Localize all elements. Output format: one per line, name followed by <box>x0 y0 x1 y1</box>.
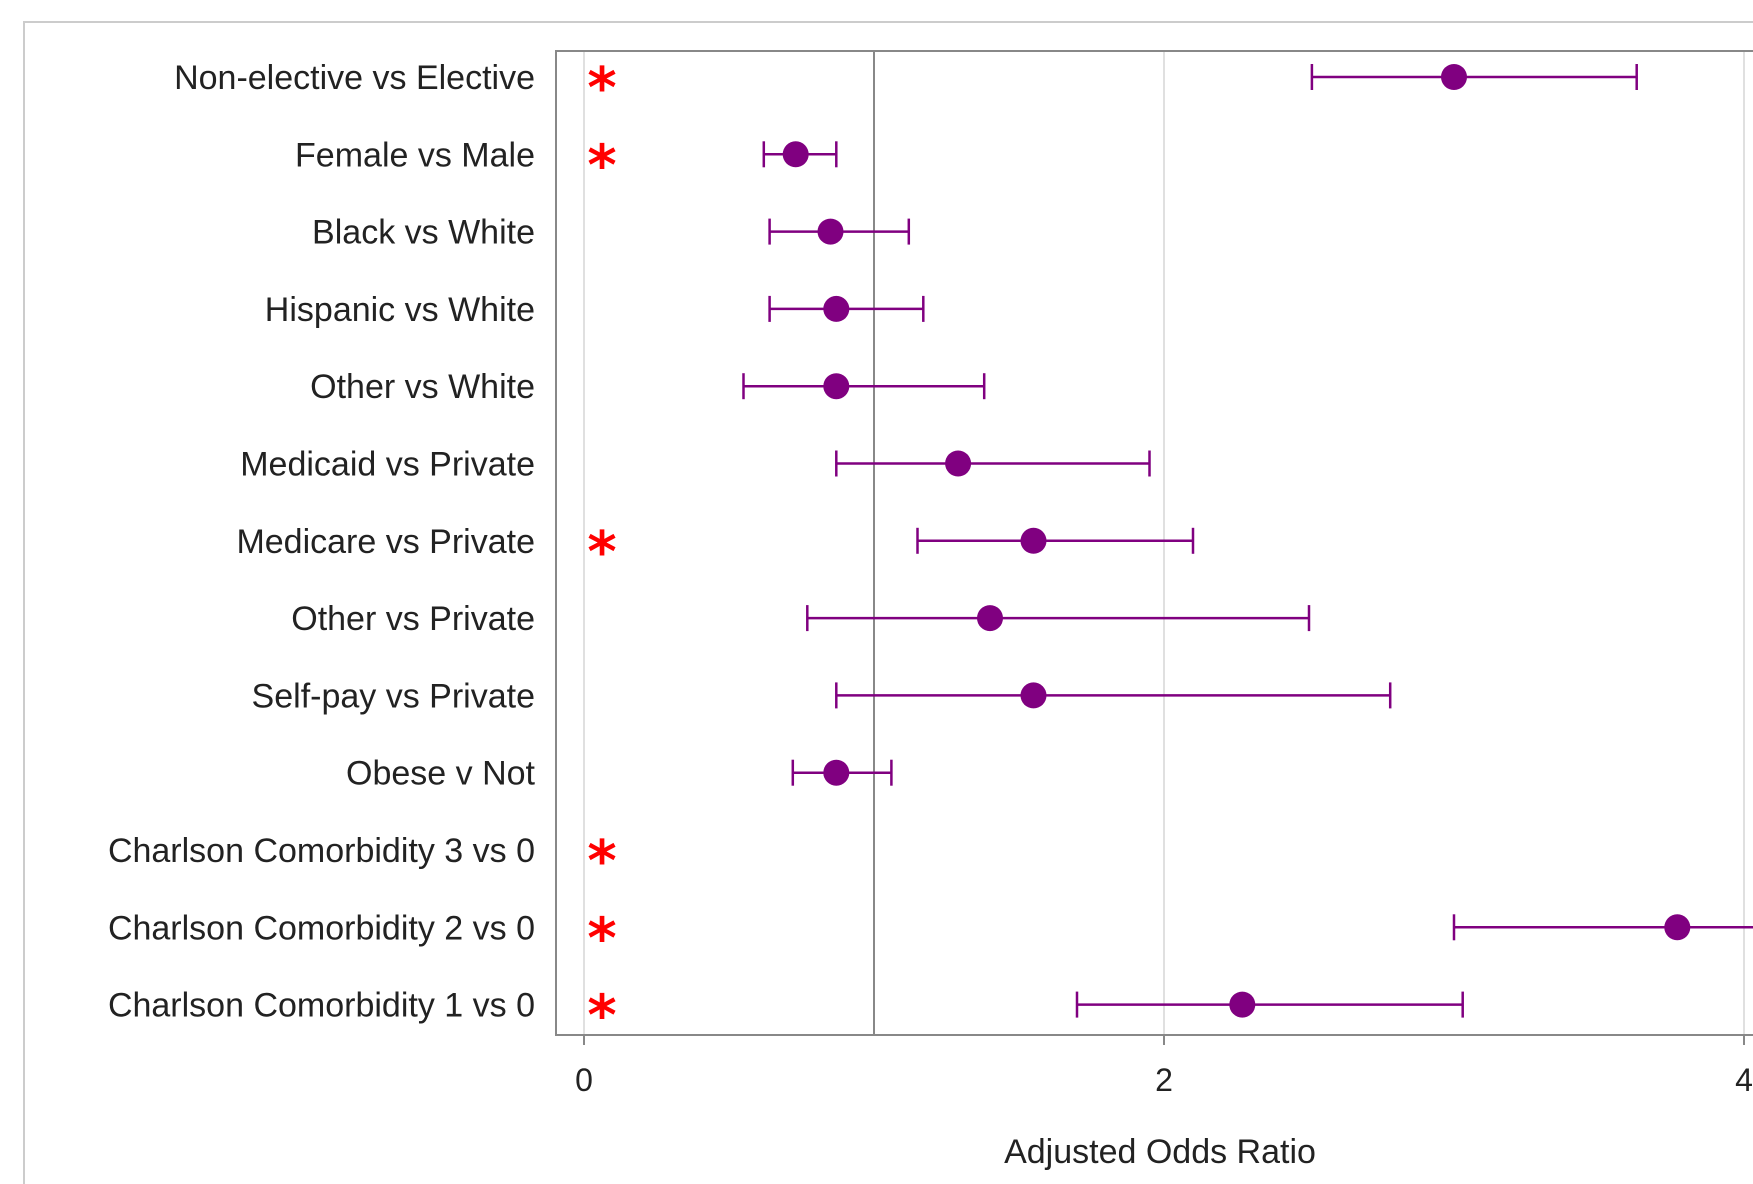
estimate-group-6 <box>916 527 1195 554</box>
significance-marker-10: * <box>587 829 616 894</box>
category-label-9: Obese v Not <box>346 755 536 793</box>
x-tick-label-0: 0 <box>575 1062 593 1098</box>
estimate-group-12 <box>1075 991 1464 1018</box>
estimate-marks <box>742 64 1753 1018</box>
estimate-point-7 <box>977 605 1003 632</box>
category-label-10: Charlson Comorbidity 3 vs 0 <box>108 832 535 870</box>
estimate-point-3 <box>823 295 850 322</box>
estimate-group-4 <box>742 373 986 400</box>
x-axis-ticks: 02468 <box>575 1035 1753 1098</box>
estimate-point-9 <box>823 759 850 786</box>
estimate-group-1 <box>762 141 838 168</box>
significance-marker-1: * <box>587 133 616 198</box>
estimate-group-0 <box>1310 64 1638 90</box>
estimate-point-1 <box>782 141 809 168</box>
estimate-group-2 <box>768 218 911 245</box>
category-label-3: Hispanic vs White <box>265 291 535 329</box>
estimate-group-3 <box>768 295 925 322</box>
x-axis-title: Adjusted Odds Ratio <box>1004 1133 1316 1171</box>
estimate-point-6 <box>1020 527 1047 554</box>
estimate-point-2 <box>817 218 844 245</box>
significance-marker-12: * <box>587 984 616 1049</box>
category-label-8: Self-pay vs Private <box>252 677 535 715</box>
chart-outer-border <box>23 21 1753 1184</box>
category-label-1: Female vs Male <box>295 136 535 174</box>
estimate-group-11 <box>1452 914 1753 941</box>
significance-markers: * * * * * * <box>587 56 616 1049</box>
grid-layer <box>583 52 1745 1034</box>
estimate-point-11 <box>1664 914 1691 941</box>
category-labels: Non-elective vs Elective Female vs Male Bl… <box>108 59 536 1025</box>
category-label-12: Charlson Comorbidity 1 vs 0 <box>108 987 535 1025</box>
estimate-point-12 <box>1229 991 1256 1018</box>
category-label-4: Other vs White <box>310 368 535 406</box>
significance-marker-0: * <box>587 56 616 121</box>
category-label-6: Medicare vs Private <box>236 523 535 561</box>
significance-marker-11: * <box>587 906 616 971</box>
estimate-point-0 <box>1441 64 1467 90</box>
category-label-11: Charlson Comorbidity 2 vs 0 <box>108 909 535 947</box>
category-label-7: Other vs Private <box>291 600 535 638</box>
x-tick-label-2: 2 <box>1155 1062 1173 1098</box>
estimate-point-5 <box>945 450 972 477</box>
significance-marker-6: * <box>587 520 616 585</box>
plot-area-frame <box>555 50 1753 1036</box>
estimate-group-9 <box>791 759 893 786</box>
category-label-0: Non-elective vs Elective <box>174 59 535 97</box>
category-label-2: Black vs White <box>312 214 535 252</box>
estimate-group-8 <box>835 682 1392 709</box>
estimate-point-4 <box>823 373 850 400</box>
estimate-group-5 <box>835 450 1151 477</box>
estimate-group-7 <box>806 605 1311 632</box>
x-tick-label-4: 4 <box>1735 1062 1753 1098</box>
estimate-point-8 <box>1020 682 1047 709</box>
category-label-5: Medicaid vs Private <box>240 446 535 484</box>
